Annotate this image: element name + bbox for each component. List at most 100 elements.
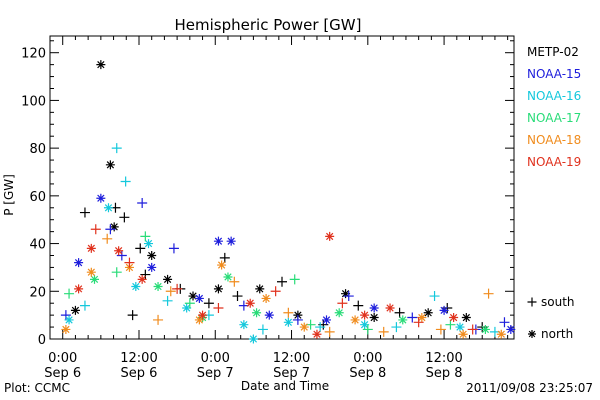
series-noaa-17 bbox=[64, 231, 490, 335]
north-marker bbox=[439, 305, 449, 315]
north-marker bbox=[385, 303, 395, 313]
series-legend: METP-02 NOAA-15 NOAA-16 NOAA-17 NOAA-18 NOAA-… bbox=[527, 45, 581, 169]
south-marker bbox=[292, 314, 303, 325]
x-tick-date-label: Sep 7 bbox=[197, 366, 234, 381]
y-tick-label: 100 bbox=[21, 94, 46, 109]
north-marker bbox=[217, 260, 227, 270]
north-marker bbox=[369, 303, 379, 313]
north-marker bbox=[194, 315, 204, 325]
north-marker bbox=[182, 303, 192, 313]
y-axis: 0 20 40 60 80 100 120 bbox=[21, 40, 514, 348]
x-tick-date-label: Sep 8 bbox=[426, 366, 463, 381]
south-marker bbox=[111, 143, 122, 154]
south-marker bbox=[435, 324, 446, 335]
south-marker bbox=[429, 291, 440, 302]
south-marker bbox=[135, 243, 146, 254]
north-marker bbox=[103, 203, 113, 213]
south-marker bbox=[315, 322, 326, 333]
south-marker bbox=[79, 300, 90, 311]
chart-title: Hemispheric Power [GW] bbox=[175, 16, 362, 34]
south-marker bbox=[127, 310, 138, 321]
north-marker bbox=[226, 236, 236, 246]
y-tick-label: 40 bbox=[29, 238, 46, 253]
north-marker bbox=[153, 282, 163, 292]
south-marker bbox=[407, 312, 418, 323]
north-marker bbox=[74, 284, 84, 294]
south-marker bbox=[445, 319, 456, 330]
south-marker bbox=[137, 198, 148, 209]
plot-timestamp: 2011/09/08 23:25:07 bbox=[466, 381, 593, 395]
series-noaa-18 bbox=[61, 233, 506, 339]
south-marker bbox=[257, 324, 268, 335]
south-marker bbox=[283, 307, 294, 318]
x-tick-date-label: Sep 6 bbox=[44, 366, 81, 381]
north-marker bbox=[223, 272, 233, 282]
north-marker bbox=[506, 324, 516, 334]
north-marker bbox=[299, 322, 309, 332]
south-marker bbox=[467, 324, 478, 335]
south-marker bbox=[270, 286, 281, 297]
x-tick-time-label: 12:00 bbox=[273, 351, 310, 366]
south-marker bbox=[324, 326, 335, 337]
north-marker bbox=[321, 315, 331, 325]
north-marker bbox=[147, 250, 157, 260]
north-marker bbox=[417, 313, 427, 323]
south-marker bbox=[391, 322, 402, 333]
x-tick-time-label: 12:00 bbox=[120, 351, 157, 366]
north-marker bbox=[455, 322, 465, 332]
marker-legend-label: south bbox=[541, 295, 575, 309]
north-marker bbox=[261, 293, 271, 303]
north-marker bbox=[360, 320, 370, 330]
north-marker bbox=[360, 310, 370, 320]
north-marker bbox=[89, 274, 99, 284]
north-marker bbox=[398, 315, 408, 325]
north-marker bbox=[350, 315, 360, 325]
south-marker bbox=[140, 269, 151, 280]
south-marker bbox=[116, 250, 127, 261]
x-tick-time-label: 0:00 bbox=[353, 351, 382, 366]
y-tick-label: 0 bbox=[38, 333, 46, 348]
y-tick-label: 80 bbox=[29, 142, 46, 157]
y-tick-label: 120 bbox=[21, 47, 46, 62]
plot-border bbox=[49, 35, 515, 340]
north-marker bbox=[70, 305, 80, 315]
south-marker bbox=[140, 231, 151, 242]
north-marker bbox=[341, 289, 351, 299]
north-marker bbox=[137, 274, 147, 284]
data-markers bbox=[60, 60, 516, 344]
north-marker bbox=[109, 222, 119, 232]
north-marker bbox=[194, 293, 204, 303]
north-legend-marker bbox=[528, 330, 536, 338]
x-axis-label: Date and Time bbox=[241, 379, 329, 393]
south-marker bbox=[79, 207, 90, 218]
legend-entry-noaa-16: NOAA-16 bbox=[527, 89, 581, 103]
y-axis-label: P [GW] bbox=[2, 174, 16, 216]
north-marker bbox=[86, 243, 96, 253]
south-marker bbox=[124, 257, 135, 268]
north-marker bbox=[96, 193, 106, 203]
x-tick-date-label: Sep 6 bbox=[121, 366, 158, 381]
north-marker bbox=[461, 313, 471, 323]
north-marker bbox=[334, 308, 344, 318]
north-marker bbox=[248, 334, 258, 344]
south-marker bbox=[483, 288, 494, 299]
south-marker bbox=[213, 302, 224, 313]
south-marker bbox=[184, 298, 195, 309]
north-marker bbox=[188, 291, 198, 301]
north-marker bbox=[252, 308, 262, 318]
north-marker bbox=[131, 282, 141, 292]
north-marker bbox=[312, 329, 322, 339]
legend-entry-noaa-18: NOAA-18 bbox=[527, 133, 581, 147]
north-marker bbox=[369, 313, 379, 323]
south-marker bbox=[102, 233, 113, 244]
legend-entry-noaa-17: NOAA-17 bbox=[527, 111, 581, 125]
north-marker bbox=[480, 324, 490, 334]
south-marker bbox=[362, 324, 373, 335]
south-marker bbox=[119, 212, 130, 223]
series-noaa-16 bbox=[64, 143, 500, 344]
north-marker bbox=[255, 284, 265, 294]
south-marker bbox=[499, 317, 510, 328]
south-legend-marker bbox=[527, 297, 537, 307]
